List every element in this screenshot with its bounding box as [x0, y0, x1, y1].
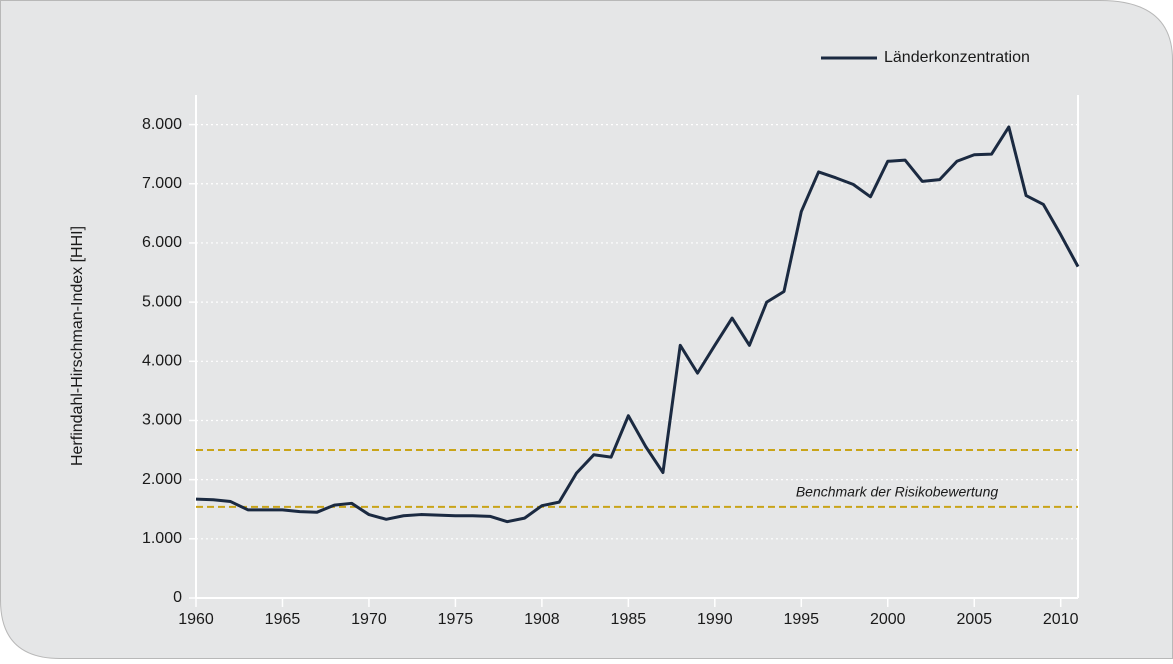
y-tick-label: 5.000 [142, 293, 182, 310]
y-tick-label: 2.000 [142, 471, 182, 488]
y-axis-label: Herfindahl-Hirschman-Index [HHI] [69, 226, 86, 466]
x-tick-label: 2005 [956, 611, 992, 628]
x-tick-label: 2000 [870, 611, 906, 628]
line [195, 125, 1080, 524]
y-tick-label: 7.000 [142, 175, 182, 192]
x-tick-label: 1960 [178, 611, 214, 628]
x-tick-label: 1975 [438, 611, 474, 628]
x-tick-label: 2010 [1043, 611, 1079, 628]
x-tick-label: 1995 [783, 611, 819, 628]
legend-label: Länderkonzentration [884, 49, 1030, 66]
x-tick-label: 1970 [351, 611, 387, 628]
x-tick-label: 1908 [524, 611, 560, 628]
y-tick-label: 4.000 [142, 353, 182, 370]
y-tick-label: 8.000 [142, 116, 182, 133]
x-tick-label: 1985 [611, 611, 647, 628]
y-tick-label: 0 [173, 589, 182, 606]
y-tick-label: 1.000 [142, 530, 182, 547]
y-tick-label: 3.000 [142, 412, 182, 429]
reference-label: Benchmark der Risikobewertung [796, 484, 999, 500]
y-tick-label: 6.000 [142, 234, 182, 251]
x-tick-label: 1990 [697, 611, 733, 628]
x-tick-label: 1965 [265, 611, 301, 628]
